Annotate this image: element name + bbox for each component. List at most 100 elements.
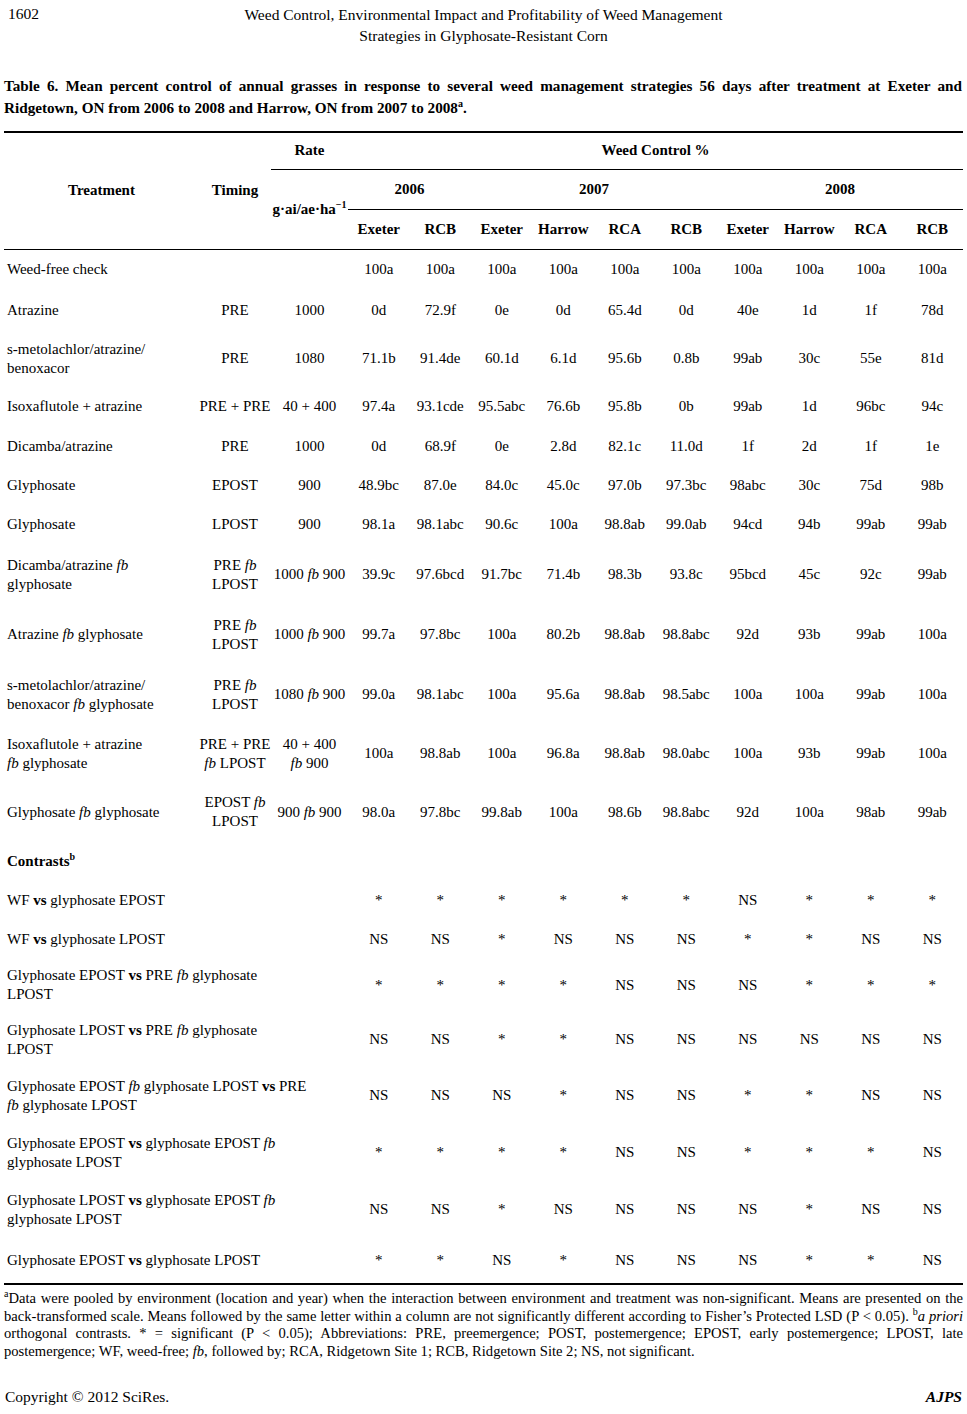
value-cell: 95.5abc [471,387,533,426]
significance-cell: NS [779,1012,841,1067]
rate-cell: 40 + 400 [271,387,348,426]
significance-cell: * [779,1067,841,1124]
page-number: 1602 [8,5,39,23]
timing-cell: PRE [199,426,271,466]
value-cell: 0d [348,426,410,466]
significance-cell: * [840,958,902,1012]
value-cell: 94cd [717,505,779,544]
significance-cell: * [779,1238,841,1284]
value-cell: 96.8a [533,725,595,782]
contrast-label: WF vs glyphosate LPOST [4,920,348,958]
value-cell: 99ab [717,387,779,426]
value-cell: 2d [779,426,841,466]
value-cell: 75d [840,466,902,505]
value-cell: 99ab [902,505,964,544]
significance-cell: * [840,1124,902,1181]
value-cell: 98.0abc [656,725,718,782]
significance-cell: * [348,958,410,1012]
value-cell: 48.9bc [348,466,410,505]
col-header-site: Harrow [779,209,841,249]
value-cell: 100a [533,782,595,842]
significance-cell: NS [533,1181,595,1238]
contrasts-heading: Contrastsb [4,842,963,881]
treatment-cell: Dicamba/atrazine fbglyphosate [4,544,199,605]
treatment-cell: Weed-free check [4,249,199,290]
value-cell: 90.6c [471,505,533,544]
value-cell: 71.4b [533,544,595,605]
significance-cell: * [471,958,533,1012]
treatment-row: Glyphosate fb glyphosateEPOST fbLPOST900… [4,782,963,842]
significance-cell: NS [656,1124,718,1181]
col-header-rate-unit: g·ai/ae·ha−1 [271,169,348,249]
significance-cell: * [902,958,964,1012]
value-cell: 100a [779,782,841,842]
page-footer: Copyright © 2012 SciRes. AJPS [5,1388,962,1406]
col-header-site: Exeter [348,209,410,249]
significance-cell: NS [717,1012,779,1067]
significance-cell: * [348,1238,410,1284]
value-cell: 11.0d [656,426,718,466]
table-footnote: aData were pooled by environment (locati… [4,1290,963,1360]
col-header-site: RCB [410,209,472,249]
significance-cell: NS [840,1012,902,1067]
col-header-site: Harrow [533,209,595,249]
treatment-cell: Atrazine fb glyphosate [4,605,199,664]
significance-cell: * [779,881,841,920]
significance-cell: NS [656,958,718,1012]
rate-cell: 1000 fb 900 [271,605,348,664]
value-cell: 98.8ab [594,725,656,782]
value-cell: 98abc [717,466,779,505]
value-cell: 0b [656,387,718,426]
contrast-row: Glyphosate LPOST vs glyphosate EPOST fbg… [4,1181,963,1238]
value-cell: 99.0a [348,664,410,725]
value-cell: 100a [902,725,964,782]
significance-cell: NS [656,1238,718,1284]
value-cell: 98.1abc [410,505,472,544]
value-cell: 97.6bcd [410,544,472,605]
value-cell: 98.1a [348,505,410,544]
value-cell: 87.0e [410,466,472,505]
value-cell: 1e [902,426,964,466]
value-cell: 93b [779,725,841,782]
significance-cell: * [594,881,656,920]
value-cell: 98.8ab [594,664,656,725]
treatment-row: s-metolachlor/atrazine/benoxacor fb glyp… [4,664,963,725]
value-cell: 95.8b [594,387,656,426]
value-cell: 30c [779,466,841,505]
value-cell: 99.0ab [656,505,718,544]
rate-cell: 1000 [271,426,348,466]
significance-cell: NS [410,920,472,958]
value-cell: 82.1c [594,426,656,466]
value-cell: 0d [656,290,718,330]
significance-cell: * [533,881,595,920]
timing-cell: PRE + PRE [199,387,271,426]
significance-cell: NS [594,1238,656,1284]
value-cell: 100a [471,605,533,664]
value-cell: 98.8abc [656,605,718,664]
significance-cell: * [410,1238,472,1284]
value-cell: 0d [348,290,410,330]
value-cell: 100a [533,249,595,290]
contrast-label: Glyphosate EPOST fb glyphosate LPOST vs … [4,1067,348,1124]
significance-cell: NS [840,920,902,958]
value-cell: 65.4d [594,290,656,330]
value-cell: 98.8ab [410,725,472,782]
value-cell: 98.8ab [594,605,656,664]
timing-cell: PRE fbLPOST [199,664,271,725]
value-cell: 100a [656,249,718,290]
significance-cell: * [533,1124,595,1181]
value-cell: 93b [779,605,841,664]
rate-cell [271,249,348,290]
value-cell: 100a [348,249,410,290]
rate-cell: 900 [271,466,348,505]
significance-cell: NS [594,1012,656,1067]
significance-cell: * [471,1124,533,1181]
col-header-year-2008: 2008 [717,169,963,209]
timing-cell: PRE + PREfb LPOST [199,725,271,782]
value-cell: 40e [717,290,779,330]
value-cell: 91.7bc [471,544,533,605]
value-cell: 100a [779,664,841,725]
treatment-row: GlyphosateLPOST90098.1a98.1abc90.6c100a9… [4,505,963,544]
value-cell: 45c [779,544,841,605]
significance-cell: NS [656,1012,718,1067]
